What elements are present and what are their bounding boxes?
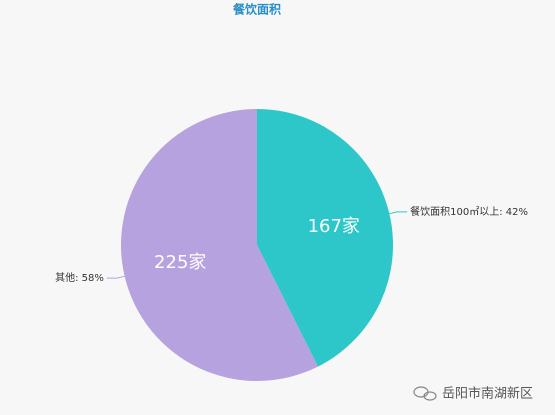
value-label: 167家 [308,216,360,237]
pie-slice [121,109,318,381]
chart-title: 餐饮面积 [233,2,281,17]
outer-label: 餐饮面积100㎡以上: 42% [410,205,528,218]
pie-slice [257,109,394,367]
value-label: 225家 [154,252,206,273]
watermark: 岳阳市南湖新区 [442,386,533,402]
watermark-icon [413,386,437,401]
label-line [106,275,125,279]
outer-label: 其他: 58% [55,271,104,284]
label-line [389,211,408,215]
